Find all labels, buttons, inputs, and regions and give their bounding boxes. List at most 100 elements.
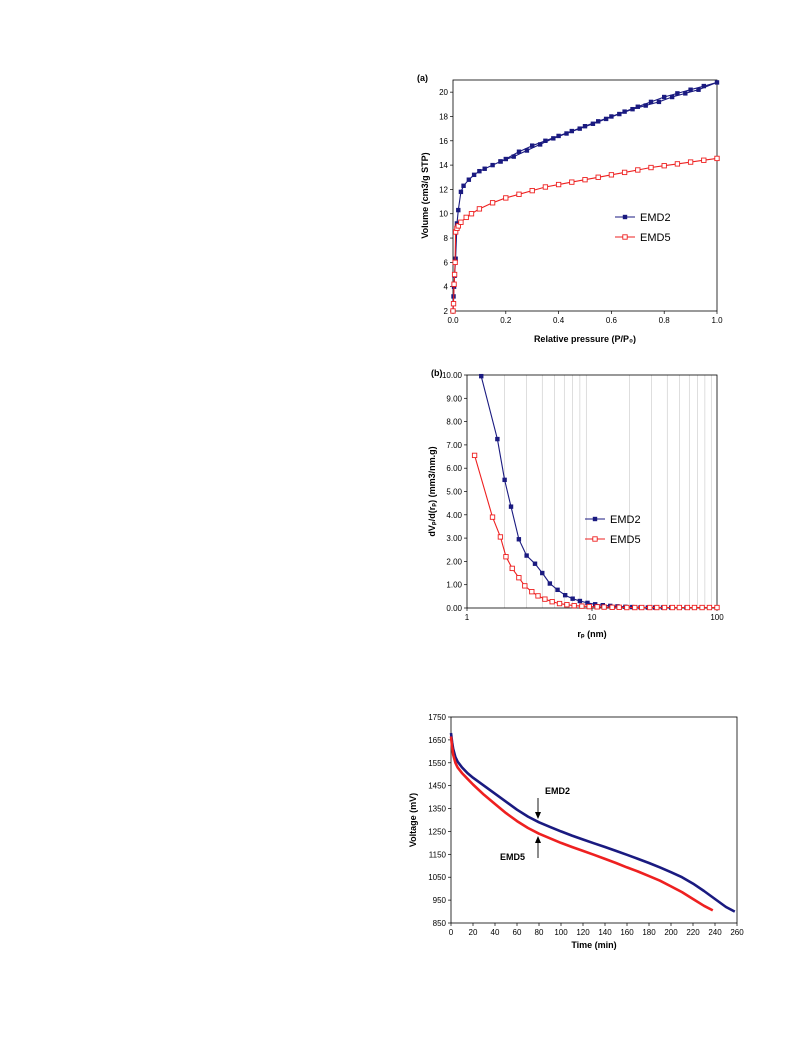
data-point-emd2: [570, 596, 575, 601]
data-point-emd2: [537, 142, 543, 147]
x-tick-label: 60: [513, 928, 522, 937]
y-axis-label: Volume (cm3/g STP): [420, 152, 430, 238]
data-point-emd2: [590, 121, 596, 126]
y-tick-label: 1250: [428, 827, 446, 836]
data-point-emd5: [451, 271, 458, 278]
data-point-emd2: [524, 148, 530, 153]
data-point-emd2: [502, 477, 507, 483]
y-tick-label: 6: [444, 258, 449, 267]
data-point-emd2: [564, 131, 569, 136]
data-point-emd5: [676, 604, 683, 611]
data-point-emd5: [450, 308, 456, 314]
data-point-emd2: [543, 138, 548, 143]
data-point-emd2: [516, 537, 522, 542]
data-point-emd5: [458, 219, 464, 225]
legend-label-emd2: EMD2: [640, 212, 671, 224]
y-tick-label: 14: [439, 161, 448, 170]
annotation-emd2: EMD2: [545, 786, 570, 796]
data-point-emd5: [503, 554, 509, 560]
data-point-emd2: [477, 168, 482, 174]
x-tick-label: 1.0: [711, 316, 723, 325]
data-point-emd2: [482, 166, 487, 171]
series-line-emd5: [449, 736, 714, 912]
arrowhead-icon: [535, 812, 541, 819]
y-tick-label: 1.00: [446, 581, 462, 590]
data-point-emd2: [585, 600, 590, 606]
x-tick-label: 0.2: [500, 316, 512, 325]
data-point-emd5: [549, 599, 555, 605]
x-tick-label: 20: [469, 928, 478, 937]
data-point-emd5: [648, 164, 654, 171]
series-line-emd5: [474, 455, 717, 609]
data-point-emd2: [458, 189, 464, 195]
chart-panel-3: 850 950 1050 1150 1250 1350 1450 1550 1650 1750 0 2…: [408, 713, 744, 950]
data-point-emd5: [714, 155, 720, 162]
data-point-emd2: [577, 598, 583, 604]
y-tick-label: 850: [433, 919, 447, 928]
x-tick-label: 1: [465, 613, 470, 622]
y-tick-label: 9.00: [446, 394, 462, 403]
y-tick-label: 1750: [428, 713, 446, 722]
legend-label-emd5: EMD5: [640, 232, 671, 244]
data-point-emd5: [569, 179, 575, 185]
x-tick-label: 80: [535, 928, 544, 937]
x-tick-label: 0.6: [606, 316, 618, 325]
data-point-emd2: [669, 94, 675, 100]
data-point-emd5: [535, 593, 541, 599]
y-tick-label: 2.00: [446, 557, 462, 566]
data-point-emd5: [699, 604, 705, 611]
data-point-emd2: [675, 91, 680, 96]
x-tick-label: 120: [576, 928, 590, 937]
data-point-emd5: [529, 187, 535, 194]
data-point-emd2: [562, 592, 568, 598]
data-point-emd2: [630, 106, 635, 112]
x-tick-label: 180: [642, 928, 656, 937]
y-tick-label: 8.00: [446, 418, 462, 427]
y-axis-label: Voltage (mV): [408, 793, 418, 847]
data-point-emd5: [556, 600, 563, 607]
y-tick-label: 5.00: [446, 488, 462, 497]
data-point-emd5: [564, 602, 570, 608]
data-point-emd5: [522, 583, 528, 589]
data-point-emd5: [624, 604, 630, 611]
data-point-emd5: [450, 301, 457, 307]
data-point-emd5: [609, 604, 615, 610]
data-point-emd5: [586, 603, 592, 610]
data-point-emd5: [595, 174, 601, 180]
legend-label-emd5: EMD5: [610, 534, 641, 546]
data-point-emd5: [476, 206, 483, 212]
data-point-emd5: [684, 604, 691, 611]
data-point-emd5: [503, 195, 509, 201]
y-tick-label: 1350: [428, 805, 446, 814]
data-point-emd5: [714, 604, 720, 611]
data-point-emd2: [540, 570, 545, 576]
data-point-emd2: [508, 504, 514, 509]
y-tick-label: 4: [444, 283, 449, 292]
data-point-emd2: [635, 104, 640, 109]
annotation-emd5: EMD5: [500, 852, 525, 862]
data-point-emd2: [609, 114, 614, 119]
data-point-emd2: [688, 87, 693, 92]
data-point-emd5: [616, 604, 622, 610]
data-point-emd5: [674, 161, 681, 167]
data-point-emd5: [542, 596, 548, 602]
data-point-emd5: [471, 452, 478, 459]
y-tick-label: 0.00: [446, 604, 462, 613]
data-point-emd5: [639, 604, 645, 611]
series-line-emd2: [480, 376, 717, 609]
data-point-emd2: [456, 207, 461, 213]
data-point-emd5: [509, 565, 515, 572]
x-tick-label: 0.8: [659, 316, 671, 325]
data-point-emd5: [601, 604, 607, 610]
data-point-emd2: [622, 109, 627, 114]
data-point-emd5: [452, 259, 458, 266]
data-point-emd2: [511, 154, 516, 159]
data-point-emd2: [490, 162, 495, 168]
x-axis-label: rₚ (nm): [577, 629, 606, 639]
data-point-emd2: [696, 87, 701, 92]
data-point-emd2: [701, 83, 706, 89]
data-point-emd2: [503, 156, 508, 162]
y-tick-label: 2: [444, 307, 449, 316]
x-tick-label: 100: [554, 928, 568, 937]
data-point-emd5: [706, 604, 713, 611]
